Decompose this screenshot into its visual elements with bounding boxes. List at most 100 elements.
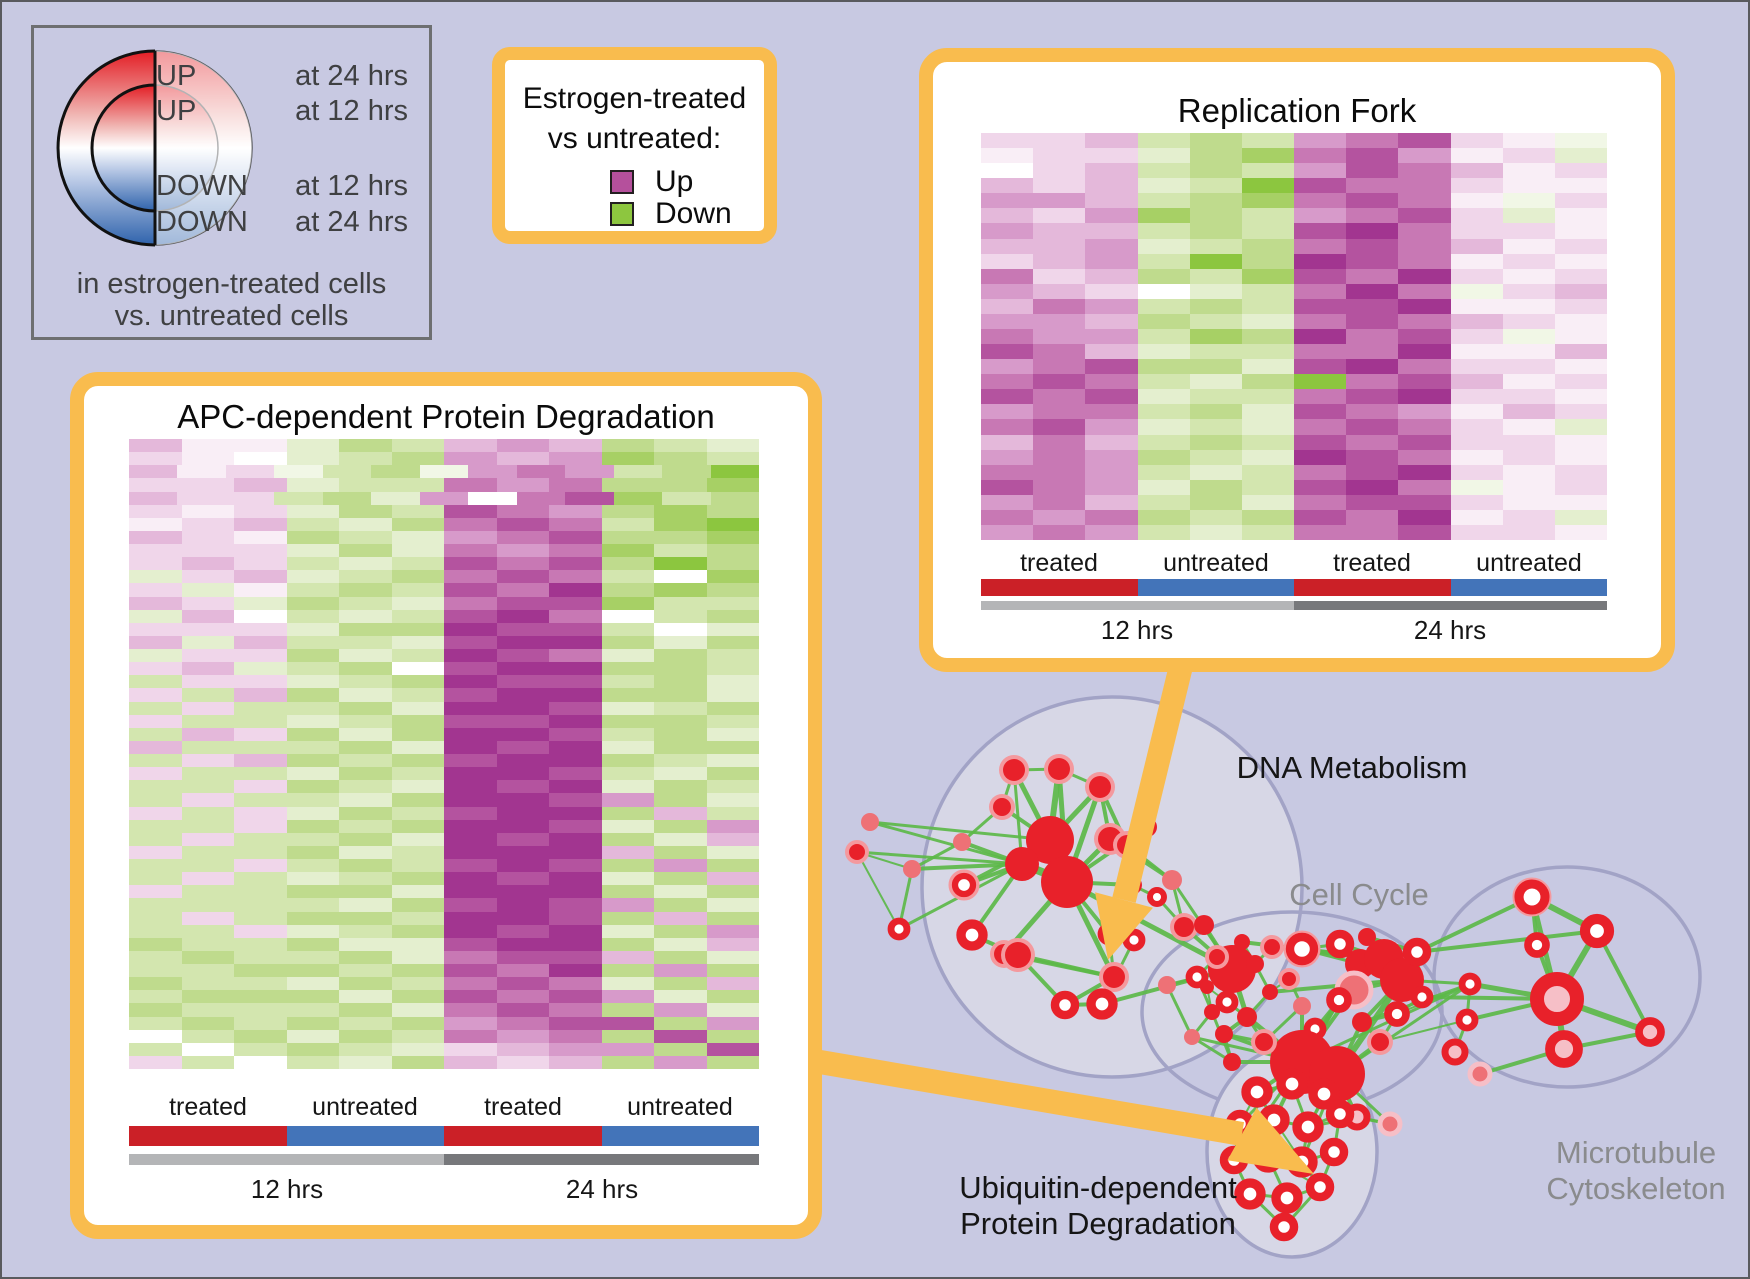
heatmap-cell [601,635,654,649]
heatmap-row [129,675,759,689]
heatmap-cell [181,688,234,702]
heatmap-cell [391,990,444,1004]
network-node [903,860,921,878]
heatmap-cell [496,452,549,466]
heatmap-row [129,950,759,964]
heatmap-cell [613,491,663,505]
heatmap-cell [391,740,444,754]
heatmap-cell [181,701,234,715]
network-node [1026,816,1074,864]
heatmap-cell [234,517,287,531]
heatmap-cell [706,977,759,991]
heatmap-cell [1241,419,1295,435]
heatmap-cell [1346,238,1399,254]
heatmap-cell [601,452,654,466]
heatmap-cell [981,298,1034,314]
network-node [1184,1029,1200,1045]
heatmap-cell [1137,494,1190,510]
heatmap-cell [601,478,654,492]
heatmap-cell [1137,509,1190,526]
heatmap-cell [516,465,566,479]
heatmap-cell [1450,419,1503,435]
heatmap-cell [129,911,182,925]
heatmap-cell [181,819,234,833]
heatmap-cell [234,898,287,912]
heatmap-cell [181,504,234,518]
heatmap-cell [1294,133,1347,149]
heatmap-cell [1450,208,1503,224]
heatmap-cell [286,544,339,558]
heatmap-cell [1137,313,1190,330]
heatmap-row [981,148,1608,164]
time-label-12hrs: 12 hrs [250,1174,324,1204]
heatmap-cell [1554,419,1608,435]
heatmap-cell [129,754,182,768]
apc-title: APC-dependent Protein Degradation [177,398,715,435]
decoder-direction: DOWN [156,206,248,238]
heatmap-cell [1137,238,1190,254]
heatmap-cell [1398,133,1451,149]
heatmap-cell [444,1042,497,1056]
group-label-treated: treated [1333,549,1411,577]
heatmap-cell [444,478,497,492]
heatmap-cell [601,924,654,938]
heatmap-cell [444,859,497,873]
decoder-time: at 24 hrs [295,206,408,238]
heatmap-cell [1554,464,1608,480]
heatmap-cell [1450,298,1503,314]
heatmap-cell [654,964,707,978]
heatmap-cell [129,924,182,938]
heatmap-cell [286,911,339,925]
heatmap-row [129,793,759,807]
heatmap-cell [496,544,549,558]
heatmap-cell [1241,464,1295,480]
heatmap-cell [496,964,549,978]
heatmap-cell [371,465,420,479]
heatmap-cell [286,662,339,676]
heatmap-cell [706,517,759,531]
estrogen-legend-title-line2: vs untreated: [547,122,722,155]
heatmap-cell [1085,449,1138,465]
heatmap-cell [181,675,234,689]
heatmap-cell [1346,313,1399,330]
heatmap-cell [286,767,339,781]
heatmap-cell [391,780,444,794]
heatmap-cell [129,1042,182,1056]
heatmap-cell [181,662,234,676]
heatmap-cell [1033,329,1086,345]
heatmap-cell [1189,133,1242,149]
heatmap-row [129,570,759,584]
heatmap-cell [1346,223,1399,239]
heatmap-cell [286,1016,339,1030]
heatmap-cell [549,714,602,728]
heatmap-cell [1346,344,1399,360]
heatmap-cell [981,344,1034,360]
heatmap-cell [181,517,234,531]
heatmap-cell [706,780,759,794]
heatmap-row [129,754,759,768]
heatmap-cell [1137,449,1190,465]
heatmap-cell [1554,359,1608,375]
heatmap-cell [181,754,234,768]
heatmap-cell [234,924,287,938]
heatmap-cell [1033,193,1086,209]
heatmap-cell [601,964,654,978]
network-node [1234,1178,1266,1210]
heatmap-cell [391,452,444,466]
heatmap-cell [286,596,339,610]
hours-bar-24 [1294,601,1607,610]
heatmap-cell [129,662,182,676]
heatmap-cell [181,1055,234,1069]
heatmap-cell [234,911,287,925]
heatmap-cell [1502,464,1555,480]
network-node [1276,1068,1308,1100]
heatmap-row [129,872,759,886]
heatmap-cell [468,491,517,505]
heatmap-cell [1450,479,1503,495]
heatmap-cell [129,1055,182,1069]
heatmap-cell [234,439,287,453]
heatmap-cell [391,859,444,873]
heatmap-cell [339,622,392,636]
heatmap-cell [496,740,549,754]
heatmap-cell [1502,253,1555,269]
